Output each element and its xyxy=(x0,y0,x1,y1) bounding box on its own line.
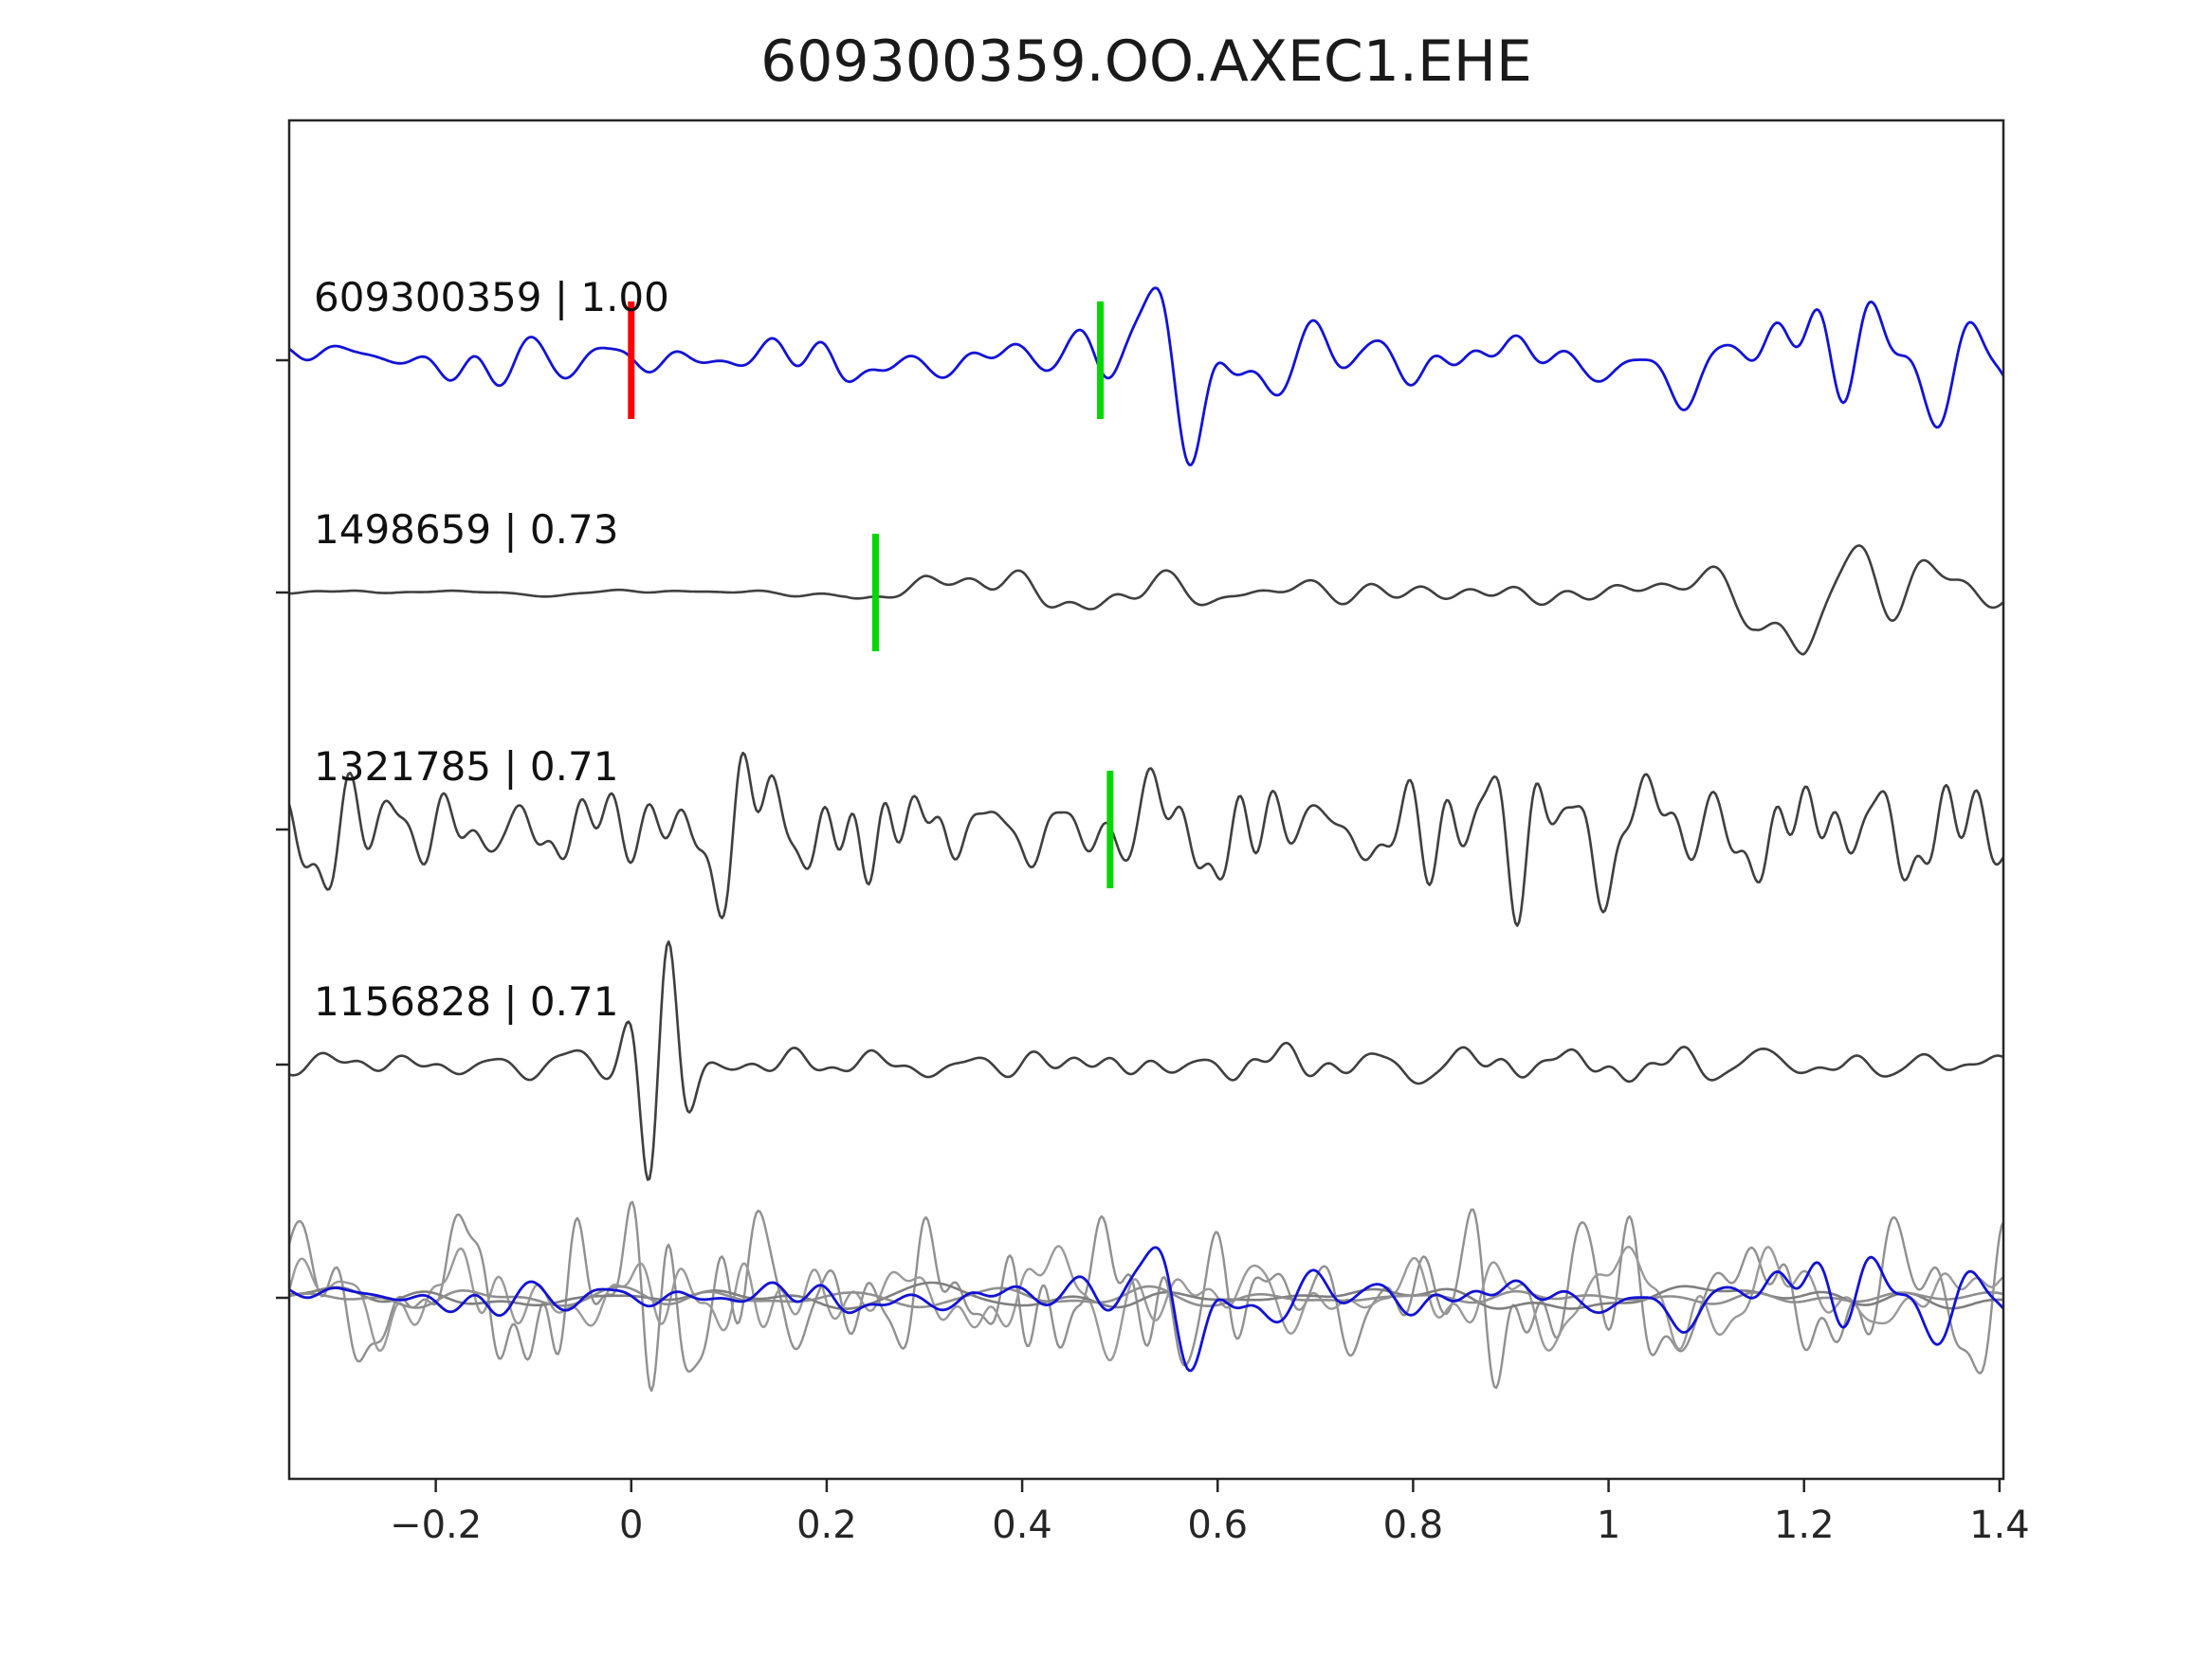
waveform-trace xyxy=(289,1285,2003,1309)
x-tick-label: 1 xyxy=(1597,1504,1620,1547)
x-tick-label: 0.4 xyxy=(992,1504,1052,1547)
waveform-trace xyxy=(289,1246,2003,1373)
trace-label: 1498659 | 0.73 xyxy=(314,506,618,553)
x-tick-label: 0 xyxy=(619,1504,643,1547)
trace-label: 1321785 | 0.71 xyxy=(314,743,618,790)
traces-layer xyxy=(289,286,2003,1393)
x-tick-label: 0.6 xyxy=(1187,1504,1248,1547)
x-tick-label: 0.2 xyxy=(796,1504,857,1547)
figure-title: 609300359.OO.AXEC1.EHE xyxy=(760,28,1532,95)
waveform-trace xyxy=(289,1200,2003,1393)
waveform-trace xyxy=(289,544,2003,656)
waveform-trace xyxy=(289,286,2003,466)
x-tick-label: −0.2 xyxy=(390,1504,482,1547)
waveform-trace xyxy=(289,1245,2003,1362)
x-tick-label: 1.4 xyxy=(1969,1504,2030,1547)
x-tick-label: 1.2 xyxy=(1774,1504,1835,1547)
x-tick-label: 0.8 xyxy=(1383,1504,1444,1547)
trace-label: 609300359 | 1.00 xyxy=(314,274,669,320)
plot-border xyxy=(287,118,2005,1481)
trace-label: 1156828 | 0.71 xyxy=(314,978,618,1025)
waveform-trace xyxy=(289,751,2003,927)
waveform-trace xyxy=(289,939,2003,1181)
